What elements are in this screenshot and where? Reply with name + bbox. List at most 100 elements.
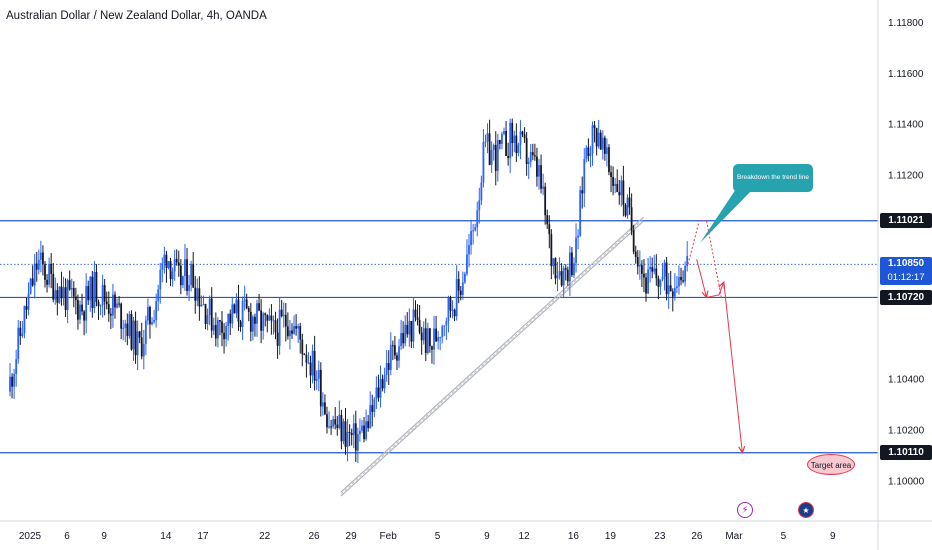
candle-body	[568, 252, 571, 282]
x-tick-label: 9	[101, 531, 107, 542]
candle-body	[439, 337, 442, 339]
candle-body	[624, 204, 627, 216]
candle-body	[381, 379, 384, 389]
candle-body	[657, 278, 660, 287]
x-tick-label: 9	[830, 531, 836, 542]
candle-body	[610, 172, 612, 177]
candle-body	[151, 321, 153, 325]
candle-body	[453, 309, 456, 317]
candle-body	[490, 149, 493, 165]
lightning-icon[interactable]: ⚡	[737, 502, 753, 518]
candle-body	[206, 315, 209, 324]
candle-body	[488, 133, 491, 165]
candle-body	[669, 285, 672, 292]
candle-body	[424, 328, 427, 354]
candle-body	[527, 161, 530, 164]
candle-body	[575, 237, 577, 264]
candle-body	[369, 405, 372, 429]
x-tick-label: 12	[518, 531, 530, 542]
candle-body	[42, 252, 44, 265]
candle-body	[523, 134, 526, 139]
candle-body	[309, 362, 312, 376]
candle-body	[97, 301, 100, 307]
candle-body	[447, 297, 450, 321]
candle-body	[400, 333, 402, 347]
candle-body	[521, 131, 524, 135]
x-tick-label: 19	[605, 531, 617, 542]
candle-body	[147, 306, 149, 321]
candle-body	[313, 350, 316, 381]
candle-body	[342, 421, 345, 442]
candle-body	[552, 258, 555, 267]
candle-body	[262, 313, 265, 331]
candle-body	[638, 265, 641, 267]
candle-body	[371, 405, 374, 413]
candle-body	[346, 431, 349, 447]
candle-body	[377, 387, 380, 398]
candle-body	[671, 291, 674, 297]
flag-icon[interactable]: ★	[798, 502, 814, 518]
candles	[9, 118, 689, 464]
candle-body	[122, 327, 125, 329]
candle-body	[83, 311, 85, 321]
projection-segment	[696, 259, 708, 298]
candle-body	[435, 328, 437, 342]
candle-body	[398, 346, 400, 361]
candle-body	[513, 135, 516, 144]
candle-body	[39, 252, 42, 260]
candle-body	[344, 421, 347, 447]
target-area-label[interactable]: Target area	[807, 454, 855, 475]
candle-body	[112, 294, 114, 316]
candle-body	[443, 325, 446, 327]
candle-body	[468, 245, 470, 255]
candle-body	[212, 325, 215, 331]
candle-body	[11, 376, 13, 387]
candle-body	[591, 125, 594, 154]
level-lines	[0, 220, 878, 454]
candle-body	[560, 271, 563, 286]
callout-breakdown[interactable]: Breakdown the trend line	[733, 164, 813, 192]
candle-body	[328, 426, 330, 428]
level-badge-top: 1.11021	[880, 213, 932, 229]
candle-body	[476, 210, 479, 228]
candle-body	[33, 263, 36, 286]
y-tick-label: 1.10200	[888, 425, 925, 436]
x-tick-label: 29	[346, 531, 358, 542]
candle-body	[79, 304, 81, 320]
level-badge-bottom: 1.10110	[880, 445, 932, 461]
candle-body	[673, 287, 676, 297]
candle-body	[27, 293, 30, 310]
candle-body	[426, 328, 429, 354]
candle-body	[132, 320, 135, 350]
candle-body	[231, 304, 234, 324]
candle-body	[237, 299, 240, 322]
candle-body	[556, 275, 559, 279]
candle-body	[62, 287, 65, 299]
y-tick-label: 1.10000	[888, 476, 925, 487]
candle-body	[641, 265, 643, 274]
candle-body	[478, 200, 481, 211]
candle-body	[484, 141, 487, 143]
candle-body	[653, 268, 656, 272]
candle-body	[25, 306, 28, 310]
projection-arrowhead	[738, 445, 746, 455]
candle-body	[196, 288, 199, 301]
x-tick-label: 6	[64, 531, 70, 542]
candle-body	[486, 133, 489, 142]
y-tick-label: 1.11400	[888, 120, 924, 131]
candle-body	[634, 251, 637, 258]
candle-body	[587, 147, 590, 156]
candle-body	[566, 269, 569, 282]
candle-body	[647, 269, 649, 294]
candle-body	[9, 376, 11, 392]
x-tick-label: 5	[781, 531, 787, 542]
candle-body	[451, 309, 454, 311]
x-tick-label: 9	[484, 531, 490, 542]
candle-body	[597, 132, 600, 147]
candle-body	[182, 276, 184, 286]
candle-body	[23, 306, 26, 334]
candle-body	[659, 279, 662, 287]
candle-body	[258, 303, 260, 311]
candle-body	[321, 402, 324, 407]
